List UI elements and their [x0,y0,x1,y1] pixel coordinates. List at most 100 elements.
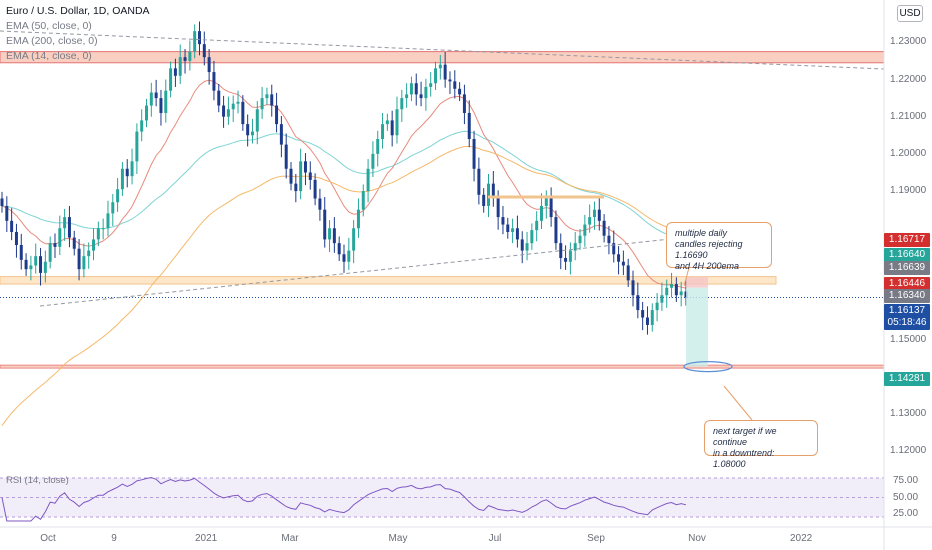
candle-body [356,209,360,229]
candle-body [222,105,226,117]
candle-body [535,220,539,231]
candle-body [405,94,409,99]
candle-body [554,217,558,244]
rsi-line [1,476,687,522]
candle-body [92,239,96,251]
price-tag: 1.16446 [884,277,930,291]
candle-body [188,51,192,61]
time-axis-label: Mar [281,533,299,544]
rsi-label[interactable]: RSI (14, close) [6,475,69,486]
candle-body [482,194,486,206]
target-ellipse [683,361,733,373]
time-axis-label: Nov [688,533,706,544]
candle-body [631,280,635,296]
candle-body [511,228,515,232]
candle-body [520,239,524,251]
candle-body [525,243,529,251]
price-axis-label: 1.15000 [890,333,927,345]
candle-body [414,83,418,95]
candle-body [385,120,389,125]
legend-ema200[interactable]: EMA (200, close, 0) [6,35,98,47]
currency-button[interactable]: USD [897,5,923,22]
candle-body [125,168,129,177]
candle-body [549,198,553,218]
candle-body [270,94,274,106]
candle-body [332,228,336,244]
legend-symbol[interactable]: Euro / U.S. Dollar, 1D, OANDA [6,5,150,17]
candle-body [178,57,182,76]
candle-body [217,90,221,106]
support-zone [0,276,777,285]
ema200-line [1,145,687,426]
candle-body [501,217,505,225]
legend-ema50[interactable]: EMA (50, close, 0) [6,20,92,32]
rejection-note-line: multiple daily [675,228,728,238]
candle-body [429,83,433,87]
candle-body [660,295,664,303]
rejection-note: multiple daily candles rejecting 1.16690… [666,222,772,271]
candle-body [506,224,510,232]
candle-body [231,103,235,110]
upper-trendline [0,30,885,70]
candle-body [419,94,423,99]
candle-body [400,98,404,110]
candle-body [135,131,139,162]
candle-body [159,98,163,113]
candle-body [578,235,582,244]
candle-body [173,68,177,76]
candle-body [650,310,654,325]
candle-body [43,261,47,273]
candle-body [588,217,592,225]
target-note-line: in a downtrend: 1.08000 [713,448,775,469]
candle-body [381,124,385,140]
candle-body [106,213,110,229]
price-axis-label: 1.21000 [890,110,927,122]
legend-ema14[interactable]: EMA (14, close, 0) [6,50,92,62]
price-axis-label: 1.12000 [890,445,927,457]
candle-body [130,161,134,177]
candle-body [19,245,23,260]
candle-body [308,172,312,180]
candle-body [530,230,534,244]
candle-body [477,168,481,195]
candle-body [438,64,442,69]
candle-body [674,284,678,296]
rsi-axis-label: 50.00 [893,491,919,503]
candle-body [265,94,269,99]
target-note-pointer [723,385,753,421]
price-axis-label: 1.20000 [890,147,927,159]
candle-body [617,254,621,262]
candle-body [409,83,413,95]
candle-body [164,90,168,113]
candle-body [448,79,452,82]
candle-body [361,191,365,210]
chart-legend: Euro / U.S. Dollar, 1D, OANDA EMA (50, c… [6,4,150,64]
candle-body [323,209,327,240]
candle-body [82,256,86,270]
candle-body [77,248,81,270]
candle-body [145,105,149,121]
price-tag: 1.16340 [884,289,930,303]
candle-body [665,287,669,296]
time-axis-label: May [388,533,408,544]
candle-body [197,31,201,45]
candle-body [487,183,491,206]
ema-layer [1,79,687,426]
candle-body [67,217,71,238]
rsi-band [0,478,884,517]
candle-body [645,317,649,325]
candle-body [241,101,245,125]
candle-body [14,231,18,245]
candle-body [10,220,14,232]
candle-body [87,250,91,257]
candle-body [111,202,115,214]
price-tag: 05:18:46 [884,316,930,330]
candle-body [347,250,351,262]
lower-trendline [39,237,681,307]
candle-body [212,72,216,91]
candle-body [636,295,640,311]
candle-body [289,168,293,184]
